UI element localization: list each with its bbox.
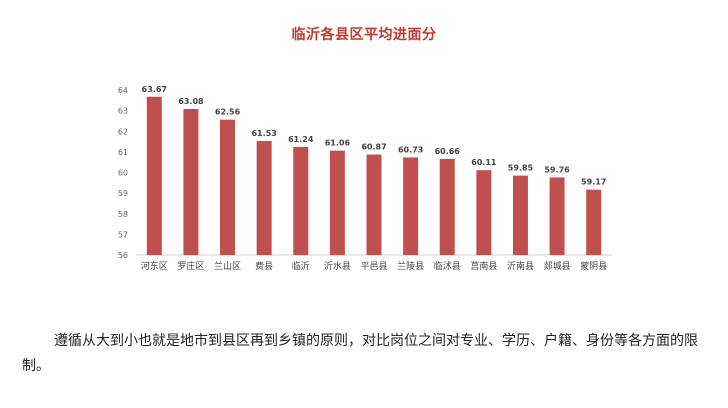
- bar: [586, 189, 602, 255]
- y-tick-label: 62: [118, 127, 128, 136]
- y-tick-label: 64: [118, 86, 128, 95]
- article-paragraph: 遵循从大到小也就是地市到县区再到乡镇的原则，对比岗位之间对专业、学历、户籍、身份…: [22, 333, 698, 374]
- data-label: 62.56: [215, 108, 241, 117]
- bar: [366, 154, 382, 255]
- bar: [439, 158, 455, 255]
- chart-title: 临沂各县区平均进面分: [291, 27, 437, 43]
- bar: [476, 170, 492, 255]
- bar: [403, 157, 419, 255]
- data-label: 61.06: [325, 139, 351, 148]
- y-tick-label: 63: [118, 107, 128, 116]
- x-tick-label: 兰陵县: [397, 260, 424, 272]
- data-label: 59.76: [544, 165, 570, 174]
- bar: [293, 146, 309, 255]
- y-tick-label: 59: [118, 189, 128, 198]
- y-tick-label: 61: [118, 148, 128, 157]
- data-label: 61.24: [288, 135, 314, 144]
- bar: [512, 175, 528, 255]
- y-tick-label: 56: [118, 251, 128, 260]
- data-label: 61.53: [251, 129, 276, 138]
- x-tick-label: 平邑县: [360, 261, 387, 272]
- bar: [146, 96, 162, 256]
- bars: [146, 96, 602, 256]
- y-tick-label: 57: [118, 230, 128, 239]
- data-label: 60.66: [435, 147, 461, 156]
- x-tick-label: 临沂: [292, 260, 310, 272]
- y-tick-label: 58: [118, 210, 128, 219]
- x-tick-label: 临沭县: [434, 260, 461, 272]
- bar: [256, 140, 272, 255]
- x-tick-label: 沂水县: [324, 260, 351, 272]
- x-tick-label: 河东区: [141, 260, 168, 272]
- bar: [183, 108, 199, 255]
- x-tick-label: 莒南县: [470, 260, 497, 272]
- bar: [220, 119, 236, 255]
- x-tick-label: 兰山区: [214, 260, 241, 272]
- x-axis: 河东区 罗庄区 兰山区 费县 临沂 沂水县 平邑县 兰陵县 临沭县 莒南县 沂南县 郯城县 蒙阴县: [141, 260, 607, 272]
- x-tick-label: 罗庄区: [177, 260, 204, 272]
- x-tick-label: 郯城县: [544, 260, 571, 272]
- value-labels: 63.67 63.08 62.56 61.53 61.24 61.06 60.87 60.73…: [142, 85, 607, 187]
- bar: [329, 150, 345, 255]
- data-label: 63.08: [178, 97, 204, 106]
- data-label: 63.67: [142, 85, 167, 94]
- y-tick-label: 60: [118, 169, 128, 178]
- data-label: 59.17: [581, 178, 606, 187]
- data-label: 60.73: [398, 145, 423, 154]
- x-tick-label: 蒙阴县: [580, 260, 607, 272]
- y-axis: 56 57 58 59 60 61 62 63 64: [118, 86, 128, 260]
- bar: [549, 177, 565, 255]
- x-tick-label: 沂南县: [507, 260, 534, 272]
- data-label: 59.85: [508, 164, 534, 173]
- data-label: 60.11: [471, 158, 497, 167]
- x-tick-label: 费县: [255, 260, 273, 272]
- data-label: 60.87: [361, 143, 386, 152]
